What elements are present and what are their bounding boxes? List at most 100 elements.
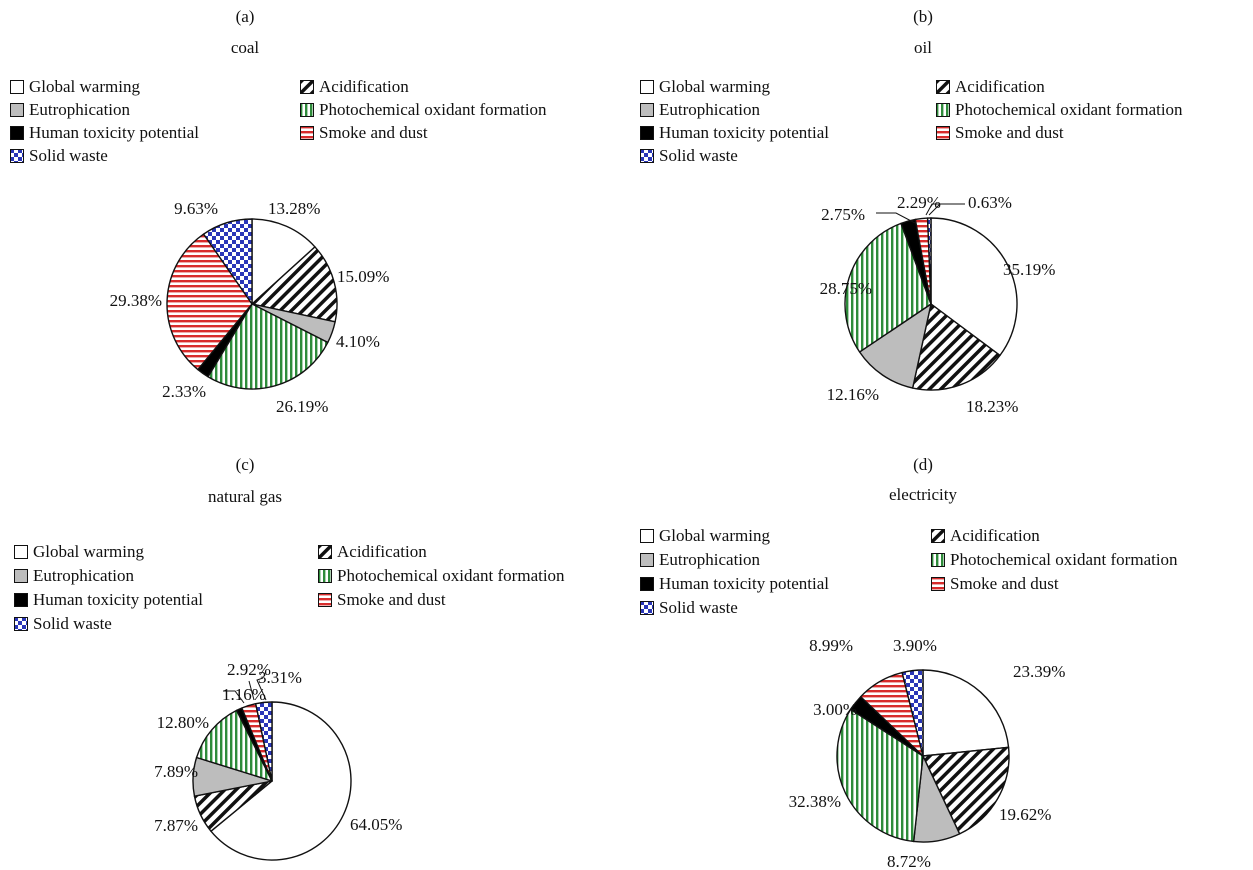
- swatch-photochemical: [936, 103, 950, 118]
- pie-slice-solid-waste: [926, 217, 932, 305]
- panel-title: oil: [914, 38, 932, 57]
- legend-item-eutrophication: Eutrophication: [640, 549, 760, 572]
- swatch-smoke-dust: [931, 577, 945, 592]
- legend-item-photochemical: Photochemical oxidant formation: [931, 549, 1178, 572]
- data-label-eutrophication: 12.16%: [827, 385, 879, 404]
- data-label-smoke-dust: 8.99%: [809, 636, 853, 655]
- swatch-acidification: [318, 545, 332, 560]
- pie-slice-solid-waste: [254, 701, 273, 782]
- legend-label: Acidification: [955, 77, 1045, 96]
- panel-natural-gas: (c) natural gas Global warming Acidifica…: [0, 435, 626, 870]
- legend-label: Global warming: [659, 526, 770, 545]
- data-label-acidification: 18.23%: [966, 397, 1018, 416]
- data-label-human-toxicity: 1.16%: [222, 685, 266, 704]
- legend-label: Smoke and dust: [319, 123, 428, 142]
- legend-item-photochemical: Photochemical oxidant formation: [936, 99, 1183, 122]
- data-label-acidification: 15.09%: [337, 267, 389, 286]
- legend-label: Eutrophication: [659, 550, 761, 569]
- pie-slice-solid-waste: [202, 218, 253, 305]
- panel-letter: (d): [913, 455, 933, 474]
- leader-line: [248, 680, 255, 701]
- pie-slice-global-warming: [930, 217, 1018, 357]
- leader-line: [223, 690, 245, 704]
- swatch-human-toxicity: [10, 126, 24, 141]
- legend-label: Smoke and dust: [950, 574, 1059, 593]
- legend-label: Solid waste: [33, 614, 112, 633]
- data-label-eutrophication: 4.10%: [336, 332, 380, 351]
- legend-label: Acidification: [319, 77, 409, 96]
- swatch-eutrophication: [640, 553, 654, 568]
- data-label-solid-waste: 3.31%: [258, 668, 302, 687]
- panel-title: coal: [230, 38, 260, 57]
- swatch-photochemical: [931, 553, 945, 568]
- legend-item-photochemical: Photochemical oxidant formation: [300, 99, 547, 122]
- legend-item-human-toxicity: Human toxicity potential: [14, 589, 203, 612]
- swatch-photochemical: [300, 103, 314, 118]
- pie-slice-solid-waste: [901, 669, 924, 757]
- legend-label: Global warming: [29, 77, 140, 96]
- leader-line: [925, 203, 939, 216]
- data-label-human-toxicity: 2.33%: [162, 382, 206, 401]
- legend-item-photochemical: Photochemical oxidant formation: [318, 565, 565, 588]
- legend-item-solid-waste: Solid waste: [640, 597, 738, 620]
- legend-label: Smoke and dust: [955, 123, 1064, 142]
- swatch-global-warming: [640, 529, 654, 544]
- legend-item-solid-waste: Solid waste: [14, 613, 112, 636]
- legend-item-human-toxicity: Human toxicity potential: [10, 122, 199, 145]
- pie-chart-electricity: 23.39% 19.62% 8.72% 32.38% 3.00% 8.99% 3.90%: [789, 636, 1066, 870]
- pie-slice-acidification: [911, 303, 1001, 391]
- data-label-photochemical: 12.80%: [157, 713, 209, 732]
- swatch-acidification: [931, 529, 945, 544]
- legend-item-eutrophication: Eutrophication: [10, 99, 130, 122]
- swatch-eutrophication: [640, 103, 654, 118]
- swatch-acidification: [936, 80, 950, 95]
- pie-slice-acidification: [922, 746, 1010, 835]
- data-label-photochemical: 26.19%: [276, 397, 328, 416]
- swatch-solid-waste: [640, 149, 654, 164]
- legend-item-acidification: Acidification: [936, 76, 1045, 99]
- swatch-solid-waste: [14, 617, 28, 632]
- legend-item-global-warming: Global warming: [10, 76, 140, 99]
- panel-title: natural gas: [207, 487, 283, 506]
- legend-label: Photochemical oxidant formation: [319, 100, 547, 119]
- data-label-eutrophication: 7.89%: [154, 762, 198, 781]
- swatch-smoke-dust: [936, 126, 950, 141]
- pie-chart-natural-gas: 64.05% 7.87% 7.89% 12.80% 1.16% 2.92%3.31%: [154, 660, 402, 861]
- legend-label: Human toxicity potential: [33, 590, 203, 609]
- legend-item-smoke-dust: Smoke and dust: [931, 573, 1059, 596]
- data-label-smoke-dust: 2.29%: [897, 193, 941, 212]
- legend-label: Photochemical oxidant formation: [950, 550, 1178, 569]
- leader-line: [928, 203, 965, 216]
- swatch-solid-waste: [10, 149, 24, 164]
- legend-label: Solid waste: [659, 598, 738, 617]
- pie-slice-photochemical: [844, 222, 932, 353]
- data-label-global-warming: 23.39%: [1013, 662, 1065, 681]
- legend-item-human-toxicity: Human toxicity potential: [640, 122, 829, 145]
- legend-label: Human toxicity potential: [659, 123, 829, 142]
- legend-item-smoke-dust: Smoke and dust: [300, 122, 428, 145]
- data-label-photochemical: 28.75%: [820, 279, 872, 298]
- leader-line: [256, 677, 267, 701]
- data-label-human-toxicity: 3.00%: [813, 700, 857, 719]
- swatch-eutrophication: [14, 569, 28, 584]
- swatch-photochemical: [318, 569, 332, 584]
- data-label-solid-waste: 9.63%: [174, 199, 218, 218]
- data-label-smoke-dust: 2.92%: [227, 660, 271, 679]
- pie-slice-acidification: [251, 246, 338, 323]
- legend-label: Eutrophication: [659, 100, 761, 119]
- pie-slice-global-warming: [251, 218, 316, 305]
- legend-item-acidification: Acidification: [318, 541, 427, 564]
- data-label-eutrophication: 8.72%: [887, 852, 931, 870]
- legend-item-solid-waste: Solid waste: [10, 145, 108, 168]
- legend-item-acidification: Acidification: [300, 76, 409, 99]
- pie-chart-oil: 35.19% 18.23% 12.16% 28.75% 2.75% 2.29% 0.63%: [820, 193, 1056, 416]
- legend-label: Acidification: [337, 542, 427, 561]
- panel-oil: (b) oil Global warming Acidification Eut…: [626, 0, 1252, 435]
- swatch-smoke-dust: [300, 126, 314, 141]
- data-label-human-toxicity: 2.75%: [821, 205, 865, 224]
- legend-label: Acidification: [950, 526, 1040, 545]
- data-label-global-warming: 64.05%: [350, 815, 402, 834]
- swatch-eutrophication: [10, 103, 24, 118]
- swatch-acidification: [300, 80, 314, 95]
